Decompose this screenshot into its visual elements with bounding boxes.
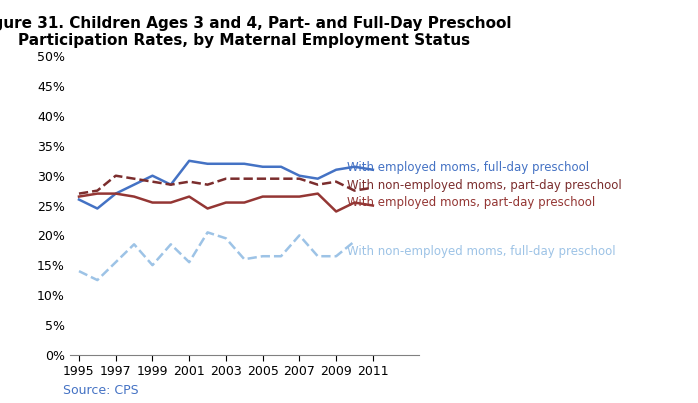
Title: Figure 31. Children Ages 3 and 4, Part- and Full-Day Preschool
Participation Rat: Figure 31. Children Ages 3 and 4, Part- … [0,16,512,48]
Text: With non-employed moms, full-day preschool: With non-employed moms, full-day prescho… [347,245,616,258]
Text: With non-employed moms, part-day preschool: With non-employed moms, part-day prescho… [347,179,622,192]
Text: Source: CPS: Source: CPS [63,384,138,397]
Text: With employed moms, full-day preschool: With employed moms, full-day preschool [347,162,589,174]
Text: With employed moms, part-day preschool: With employed moms, part-day preschool [347,196,595,209]
